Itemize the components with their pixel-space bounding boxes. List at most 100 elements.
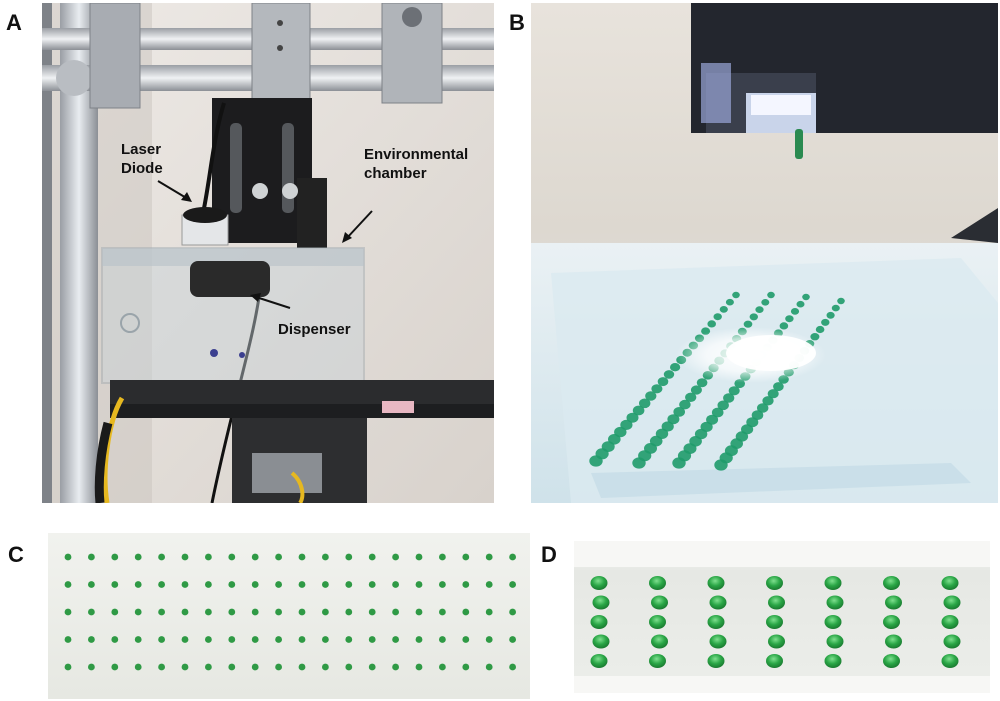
droplet bbox=[885, 634, 902, 649]
printed-dot bbox=[485, 636, 493, 643]
printed-droplet bbox=[672, 457, 686, 469]
droplet bbox=[766, 615, 783, 629]
printed-dot bbox=[368, 636, 376, 643]
printed-droplet bbox=[767, 291, 775, 299]
droplet bbox=[766, 576, 783, 590]
printed-dot bbox=[298, 581, 306, 588]
printed-dot bbox=[462, 581, 470, 588]
printed-droplet bbox=[761, 299, 770, 306]
printed-droplet bbox=[620, 419, 633, 430]
droplet bbox=[707, 576, 725, 590]
printed-dot bbox=[439, 663, 446, 671]
printed-droplet bbox=[810, 333, 820, 341]
printed-dot bbox=[322, 581, 329, 588]
printed-dot bbox=[158, 553, 165, 561]
printed-dot bbox=[111, 636, 119, 643]
printed-dot bbox=[64, 581, 72, 588]
printed-droplet bbox=[679, 399, 691, 410]
printed-dot bbox=[298, 636, 306, 643]
printed-droplet bbox=[751, 410, 764, 420]
printed-droplet bbox=[767, 389, 779, 399]
printed-dot bbox=[345, 663, 353, 671]
printed-droplet bbox=[826, 311, 835, 319]
dot-array-illustration bbox=[48, 533, 530, 699]
droplet bbox=[707, 615, 725, 629]
printed-dot bbox=[64, 636, 72, 643]
printed-dot bbox=[345, 581, 353, 588]
droplet bbox=[826, 634, 844, 649]
printed-droplet bbox=[796, 300, 805, 308]
printed-dot bbox=[88, 663, 95, 671]
printed-dot bbox=[181, 663, 189, 671]
droplet bbox=[766, 654, 783, 668]
droplet bbox=[649, 576, 666, 590]
printed-dot bbox=[64, 553, 72, 561]
droplet bbox=[883, 654, 900, 668]
printed-dot bbox=[64, 663, 72, 671]
printed-dot bbox=[322, 553, 329, 561]
annotation-dispenser: Dispenser bbox=[278, 321, 351, 338]
printed-dot bbox=[111, 553, 119, 561]
printed-dot bbox=[509, 608, 516, 616]
printed-dot bbox=[64, 608, 72, 616]
printed-dot bbox=[322, 636, 329, 643]
printed-dot bbox=[509, 636, 516, 643]
droplet bbox=[941, 615, 959, 629]
printed-dot bbox=[322, 608, 329, 616]
droplet bbox=[941, 576, 959, 590]
droplet bbox=[592, 595, 610, 610]
droplet bbox=[649, 615, 666, 629]
printed-dot bbox=[158, 608, 165, 616]
printed-dot bbox=[462, 608, 470, 616]
printed-dot bbox=[251, 553, 259, 561]
printed-dot bbox=[298, 553, 306, 561]
printed-droplet bbox=[725, 298, 734, 306]
droplet bbox=[824, 576, 842, 590]
printed-dot bbox=[462, 553, 470, 561]
printed-droplet bbox=[651, 384, 663, 394]
printed-droplet bbox=[707, 320, 716, 328]
apparatus-illustration bbox=[42, 3, 494, 503]
printed-droplet bbox=[690, 385, 702, 395]
printed-dot bbox=[485, 553, 493, 561]
printed-droplet bbox=[755, 306, 764, 313]
printed-dot bbox=[228, 608, 236, 616]
printed-droplet bbox=[743, 320, 753, 328]
printed-droplet bbox=[713, 313, 722, 321]
panel-label-d: D bbox=[541, 542, 557, 567]
droplet bbox=[651, 595, 668, 610]
printed-droplet bbox=[837, 297, 845, 305]
panel-b-photo bbox=[531, 3, 998, 503]
printed-droplet bbox=[696, 378, 708, 388]
printed-dot bbox=[298, 608, 306, 616]
printed-droplet bbox=[685, 392, 697, 402]
printed-dot bbox=[111, 663, 119, 671]
printing-illustration bbox=[531, 3, 998, 503]
annotation-env-line1: Environmental bbox=[364, 146, 469, 163]
droplet bbox=[709, 595, 727, 610]
printed-dot bbox=[158, 581, 165, 588]
printed-dot bbox=[275, 553, 282, 561]
printed-dot bbox=[134, 636, 142, 643]
printed-droplet bbox=[785, 315, 794, 323]
panel-label-a: A bbox=[6, 10, 22, 35]
printed-dot bbox=[415, 608, 423, 616]
printed-dot bbox=[134, 663, 142, 671]
printed-dot bbox=[205, 553, 212, 561]
annotation-laser-line2: Diode bbox=[121, 160, 163, 177]
printed-droplet bbox=[779, 322, 789, 330]
printed-dot bbox=[509, 663, 516, 671]
printed-dot bbox=[88, 608, 95, 616]
printed-droplet bbox=[661, 421, 674, 432]
printed-droplet bbox=[663, 370, 675, 379]
printed-dot bbox=[345, 636, 353, 643]
printed-dot bbox=[134, 608, 142, 616]
panel-c-photo bbox=[48, 533, 530, 699]
printed-dot bbox=[368, 608, 376, 616]
printed-droplet bbox=[815, 325, 825, 334]
printed-droplet bbox=[802, 293, 810, 301]
printed-dot bbox=[111, 608, 119, 616]
droplet bbox=[768, 634, 785, 649]
printed-dot bbox=[275, 581, 282, 588]
droplet bbox=[649, 654, 666, 668]
